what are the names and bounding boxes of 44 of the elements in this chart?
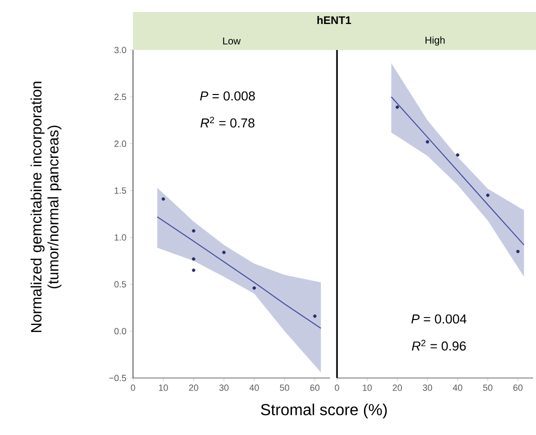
x-tick-label: 20 (189, 384, 198, 391)
y-axis-title: Normalized gemcitabine incorporation (tumor/normal pancreas) (30, 82, 62, 332)
x-tick-label: 30 (219, 384, 229, 391)
point (486, 194, 490, 197)
x-tick-label: 40 (452, 384, 462, 391)
chart-subtitle: High (426, 36, 445, 46)
chart-subtitle: Low (223, 38, 241, 44)
point (192, 268, 196, 272)
annotation: R$^{2}$ = 0.78 (200, 116, 254, 128)
x-tick-label: 0 (334, 384, 340, 391)
annotation: P = 0.004 (411, 314, 466, 324)
x-tick-label: 10 (362, 384, 372, 391)
annotation: P = 0.008 (200, 91, 255, 101)
x-tick-label: 50 (483, 384, 492, 391)
point (252, 286, 256, 290)
point (313, 314, 317, 318)
line-series (156, 216, 322, 329)
y-tick-label: 2.0 (114, 140, 126, 147)
point (396, 105, 400, 109)
x-tick-label: 20 (392, 384, 402, 391)
point (222, 250, 226, 254)
point (426, 140, 430, 144)
x-tick-label: 40 (249, 384, 259, 391)
point (516, 250, 520, 254)
x-tick-label: 60 (310, 384, 320, 391)
y-tick-label: 2.5 (114, 94, 126, 100)
y-tick-label: 0.0 (114, 328, 126, 334)
x-tick-label: 30 (422, 384, 432, 391)
y-tick-label: 1.0 (114, 234, 126, 241)
annotation: R$^{2}$ = 0.96 (412, 340, 466, 351)
x-axis-title: Stromal score (%) (260, 404, 387, 418)
point (192, 257, 196, 261)
y-tick-label: 1.5 (114, 187, 126, 194)
point (162, 197, 166, 201)
y-tick-label: 3.0 (114, 46, 126, 54)
point (192, 229, 196, 233)
chart-title: hENT1 (317, 16, 352, 24)
x-tick-label: 60 (513, 384, 523, 391)
point (456, 153, 460, 157)
x-tick-label: 10 (159, 384, 168, 391)
x-tick-label: 0 (130, 384, 136, 391)
x-tick-label: 50 (280, 384, 290, 391)
y-tick-label: 0.5 (114, 281, 126, 288)
y-tick-label: −0.5 (109, 374, 126, 382)
